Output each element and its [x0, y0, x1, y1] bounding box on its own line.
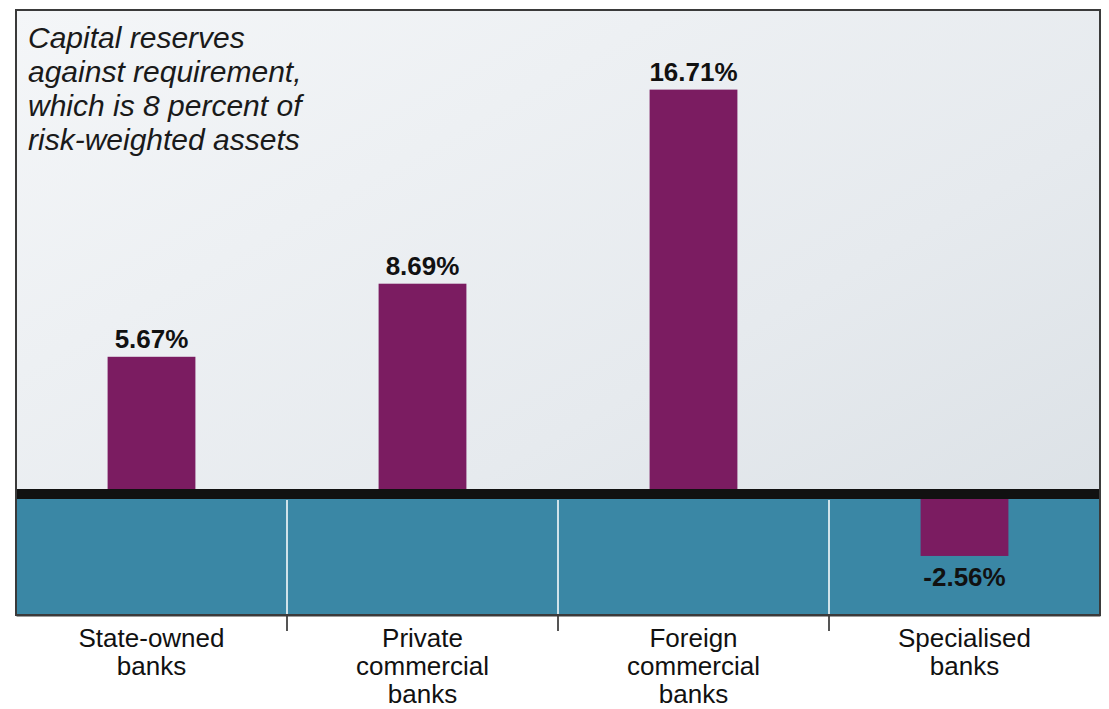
- data-label: 16.71%: [649, 57, 737, 87]
- separator: [557, 500, 559, 615]
- negative-band: [16, 494, 1100, 615]
- tick-label: Foreigncommercialbanks: [627, 623, 760, 709]
- data-label: 5.67%: [115, 324, 189, 354]
- separator: [557, 615, 559, 631]
- tick-label: Privatecommercialbanks: [356, 623, 489, 709]
- separator: [828, 615, 830, 631]
- plot-background: [16, 10, 1100, 615]
- tick: State-ownedbanks: [79, 623, 225, 681]
- bar: [108, 357, 196, 494]
- tick: Specialisedbanks: [898, 623, 1031, 681]
- separator: [286, 615, 288, 631]
- x-axis: State-ownedbanks Privatecommercialbanks Fo…: [17, 616, 1101, 709]
- tick-label: Specialisedbanks: [898, 623, 1031, 681]
- tick: Privatecommercialbanks: [356, 623, 489, 709]
- plot-frame: [16, 10, 1100, 615]
- bar: [921, 494, 1009, 556]
- separator: [286, 500, 288, 615]
- tick-label: State-ownedbanks: [79, 623, 225, 681]
- data-label: 8.69%: [386, 251, 460, 281]
- data-label: -2.56%: [923, 562, 1005, 592]
- separator: [828, 500, 830, 615]
- bars: [108, 90, 1009, 556]
- title: Capital reservesagainst requirement,whic…: [28, 21, 304, 156]
- bar: [650, 90, 738, 494]
- axis-line: [17, 615, 1101, 617]
- bar: [379, 284, 467, 494]
- chart: 5.67% 8.69% 16.71% -2.56% State-ownedbanks Pr…: [0, 0, 1109, 709]
- baseline: [16, 489, 1100, 499]
- tick: Foreigncommercialbanks: [627, 623, 760, 709]
